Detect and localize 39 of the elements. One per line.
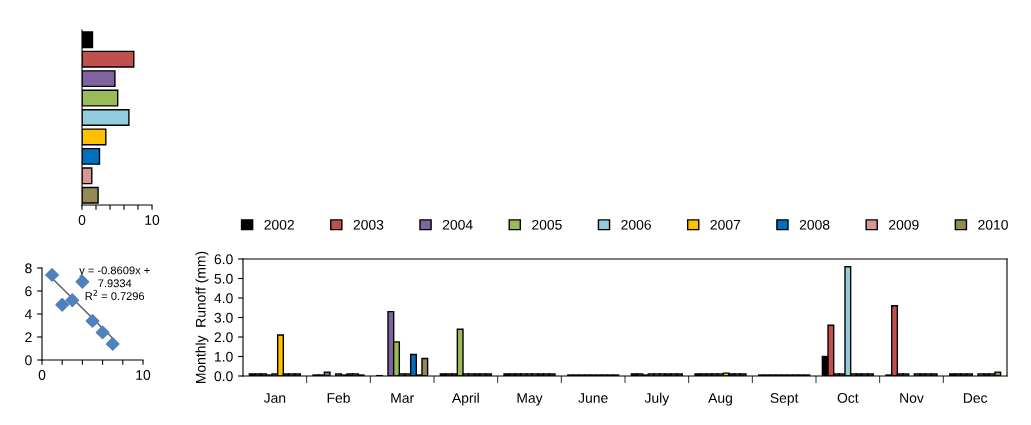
x-tick-label: Sept	[770, 393, 799, 406]
legend-label: 2008	[799, 219, 830, 230]
legend-label: 2010	[978, 219, 1008, 230]
x-tick-label: Mar	[391, 393, 414, 403]
legend-label: 2004	[442, 219, 473, 230]
x-tick-label: Oct	[837, 393, 859, 403]
legend-label: 2006	[621, 219, 651, 230]
y-tick-label: 3.0	[214, 312, 233, 323]
y-tick-label: 5.0	[214, 273, 233, 284]
x-tick-label: Dec	[963, 393, 988, 403]
y-tick-label: 2	[25, 332, 32, 343]
y-tick-label: 6.0	[214, 254, 233, 265]
x-tick-label: 10	[145, 215, 160, 225]
x-tick-label: July	[644, 392, 670, 406]
y-axis-title: Monthly Runoff (mm)	[195, 251, 209, 383]
legend-label: 2007	[710, 219, 741, 230]
x-tick-label: Feb	[327, 392, 350, 403]
x-tick-label: May	[517, 393, 543, 406]
annotation: R$^{2}$ = 0.7296	[85, 289, 145, 300]
y-tick-label: 8	[25, 263, 32, 274]
annotation: y = -0.8609x +	[79, 266, 150, 277]
legend-label: 2003	[353, 219, 384, 230]
annotation: 7.9334	[98, 279, 132, 288]
x-tick-label: June	[578, 393, 608, 403]
y-tick-label: 4	[24, 309, 32, 320]
legend-label: 2002	[264, 219, 294, 230]
x-tick-label: 10	[136, 370, 151, 380]
y-tick-label: 6	[25, 286, 32, 297]
x-tick-label: Nov	[900, 393, 924, 403]
x-tick-label: Jan	[263, 393, 286, 403]
y-tick-label: 2.0	[214, 332, 233, 343]
x-tick-label: April	[451, 392, 479, 406]
y-tick-label: 4.0	[214, 293, 233, 304]
legend-label: 2005	[532, 219, 562, 230]
y-tick-label: 1.0	[215, 351, 233, 362]
y-tick-label: 0	[25, 355, 32, 366]
x-tick-label: Aug	[708, 393, 732, 406]
legend-label: 2009	[889, 219, 919, 230]
y-tick-label: 0.0	[214, 371, 233, 382]
